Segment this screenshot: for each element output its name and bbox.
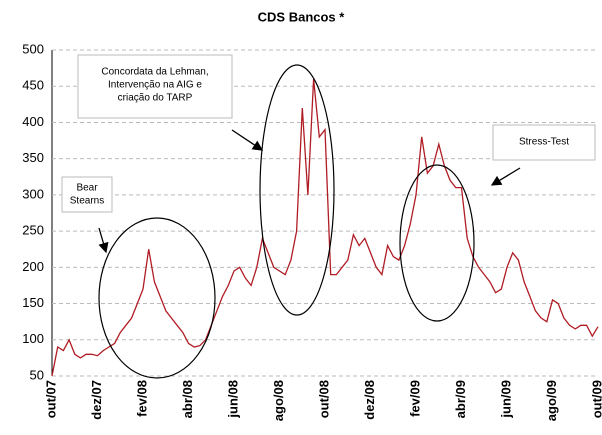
x-tick-label: jun/09 bbox=[498, 380, 513, 419]
x-tick-label: fev/08 bbox=[134, 380, 149, 417]
y-tick-label: 150 bbox=[22, 295, 44, 310]
data-line bbox=[51, 78, 599, 377]
y-tick-label: 250 bbox=[22, 223, 44, 238]
x-tick-label: out/08 bbox=[316, 380, 331, 418]
annotation-text: criação do TARP bbox=[118, 93, 193, 104]
y-tick-label: 350 bbox=[22, 150, 44, 165]
annotation-text: Stress-Test bbox=[519, 137, 569, 148]
annotation-text: Bear bbox=[76, 183, 98, 194]
annotation-arrows bbox=[98, 129, 521, 254]
x-tick-label: dez/07 bbox=[89, 380, 104, 420]
y-tick-label: 450 bbox=[22, 78, 44, 93]
y-tick-label: 300 bbox=[22, 186, 44, 201]
x-tick-label: ago/09 bbox=[544, 380, 559, 421]
x-tick-label: out/09 bbox=[589, 380, 602, 418]
annotation-text: Stearns bbox=[70, 196, 104, 207]
y-tick-label: 200 bbox=[22, 259, 44, 274]
highlight-ellipses bbox=[98, 64, 475, 379]
x-tick-label: jun/08 bbox=[225, 380, 240, 419]
y-tick-label: 50 bbox=[30, 367, 44, 382]
annotation-boxes bbox=[61, 54, 596, 213]
chart-title: CDS Bancos * bbox=[258, 9, 346, 24]
x-tick-label: out/07 bbox=[43, 380, 58, 418]
y-tick-label: 500 bbox=[22, 41, 44, 56]
annotation-text: Concordata da Lehman, bbox=[101, 67, 208, 78]
x-tick-label: ago/08 bbox=[271, 380, 286, 421]
annotation-text: Intervenção na AIG e bbox=[108, 80, 202, 91]
x-tick-label: abr/09 bbox=[453, 380, 468, 418]
x-tick-label: fev/09 bbox=[407, 380, 422, 417]
y-tick-label: 100 bbox=[22, 331, 44, 346]
x-tick-label: dez/08 bbox=[362, 380, 377, 420]
x-tick-label: abr/08 bbox=[180, 380, 195, 418]
y-tick-label: 400 bbox=[22, 114, 44, 129]
